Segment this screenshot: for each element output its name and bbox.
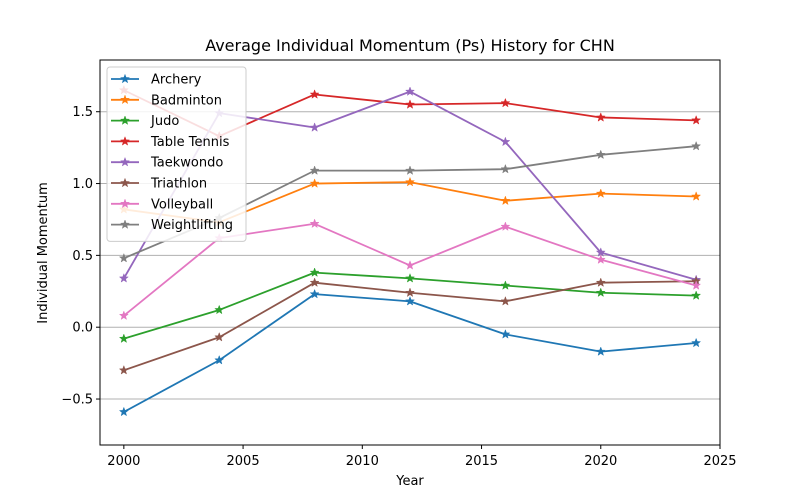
data-point: [691, 290, 702, 300]
legend-item: Judo: [111, 114, 179, 129]
data-point: [500, 280, 511, 290]
series-group: [118, 288, 702, 417]
y-axis-label: Individual Momentum: [36, 182, 51, 324]
data-point: [500, 296, 511, 306]
data-point: [595, 112, 606, 122]
data-point: [500, 163, 511, 174]
plot-lines: [118, 84, 702, 417]
data-point: [404, 287, 416, 298]
legend-marker: [119, 115, 131, 125]
legend-label: Taekwondo: [150, 156, 223, 171]
legend-label: Volleyball: [151, 197, 213, 212]
axes: 2000 2005 2010 2015 2020 2025 −0.5 0.0 0.5 1.0 1.5: [61, 59, 737, 469]
data-point: [404, 296, 416, 306]
x-tick-label: 2000: [107, 454, 140, 469]
legend-item: Volleyball: [111, 197, 213, 212]
data-point: [404, 86, 416, 96]
plot-frame: [99, 59, 721, 446]
data-point: [691, 140, 702, 151]
data-point: [500, 195, 511, 206]
series-line: [123, 293, 697, 413]
data-point: [595, 277, 606, 287]
legend-marker: [119, 73, 131, 84]
data-point: [309, 178, 320, 188]
legend-marker: [119, 198, 131, 209]
data-point: [118, 310, 129, 321]
data-point: [595, 254, 606, 264]
legend-label: Judo: [150, 114, 179, 129]
legend-item: Triathlon: [111, 177, 207, 192]
legend-label: Badminton: [151, 93, 222, 108]
legend-marker: [119, 156, 131, 167]
data-point: [500, 329, 511, 339]
legend-box: [106, 66, 247, 242]
data-point: [118, 252, 129, 263]
data-point: [404, 260, 416, 270]
legend-label: Triathlon: [150, 177, 207, 192]
data-point: [404, 176, 416, 187]
data-point: [309, 218, 320, 229]
data-point: [309, 165, 320, 175]
legend-label: Table Tennis: [150, 135, 230, 150]
data-point: [309, 288, 320, 299]
x-tick-label: 2025: [703, 454, 736, 469]
y-tick-label: 1.5: [72, 105, 93, 120]
legend-marker: [119, 136, 131, 146]
data-point: [309, 277, 320, 287]
data-point: [595, 188, 606, 198]
data-point: [595, 346, 606, 356]
y-tick-label: 1.0: [72, 177, 93, 192]
y-tick-label: 0.5: [72, 249, 93, 264]
legend-item: Taekwondo: [111, 156, 223, 171]
chart-title: Average Individual Momentum (Ps) History…: [205, 36, 615, 55]
legend-label: Weightlifting: [151, 218, 233, 233]
x-tick-label: 2010: [346, 454, 379, 469]
legend-marker: [119, 94, 131, 105]
y-tick-label: 0.0: [72, 321, 93, 336]
data-point: [691, 337, 702, 348]
legend-marker: [119, 219, 131, 229]
legend-item: Table Tennis: [111, 135, 230, 150]
legend-marker: [119, 177, 131, 188]
legend-item: Archery: [111, 73, 202, 88]
data-point: [214, 331, 225, 342]
legend-item: Weightlifting: [111, 218, 233, 233]
data-point: [691, 280, 702, 290]
x-axis-label: Year: [395, 474, 424, 489]
data-point: [404, 273, 416, 283]
data-point: [118, 364, 129, 375]
data-point: [118, 333, 129, 344]
data-point: [500, 97, 511, 108]
x-tick-label: 2020: [584, 454, 617, 469]
data-point: [309, 122, 320, 132]
legend: Archery Badminton Judo Table Tennis Taekwond…: [106, 66, 247, 242]
x-tick-label: 2005: [227, 454, 260, 469]
data-point: [214, 354, 225, 365]
series-group: [118, 275, 702, 375]
data-point: [595, 149, 606, 160]
x-tick-label: 2015: [465, 454, 498, 469]
data-point: [404, 165, 416, 175]
data-point: [500, 221, 511, 231]
data-point: [214, 304, 225, 315]
data-point: [691, 191, 702, 201]
data-point: [309, 89, 320, 99]
data-point: [500, 136, 511, 147]
legend-label: Archery: [151, 73, 202, 88]
legend-item: Badminton: [111, 93, 222, 108]
series-group: [118, 267, 702, 344]
data-point: [118, 406, 129, 417]
data-point: [404, 99, 416, 109]
data-point: [691, 115, 702, 125]
data-point: [118, 273, 129, 283]
data-point: [595, 287, 606, 298]
y-tick-label: −0.5: [61, 393, 93, 408]
data-point: [309, 267, 320, 277]
